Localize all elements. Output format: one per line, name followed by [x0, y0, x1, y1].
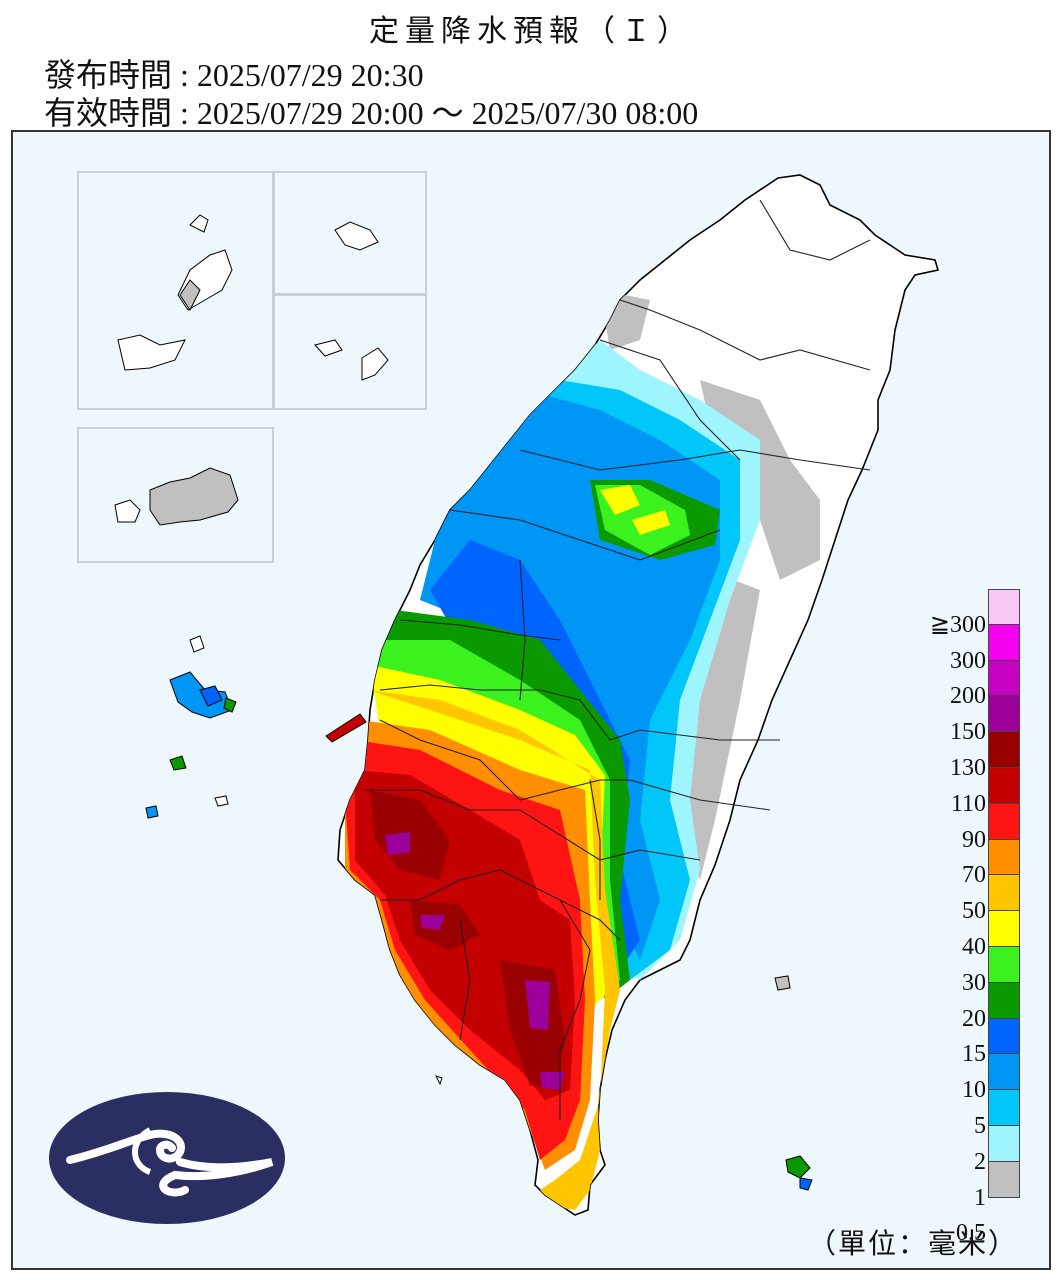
issue-time: 發布時間 : 2025/07/29 20:30: [44, 57, 424, 93]
penghu-islands: [145, 635, 237, 819]
rainfall-shading: [345, 290, 820, 1210]
legend-tick-label: ≧300: [929, 611, 986, 638]
legend-tick-label: 5: [974, 1113, 986, 1139]
legend-swatch: [988, 767, 1020, 804]
legend-tick-label: 130: [950, 755, 986, 781]
legend-tick-label: 15: [962, 1041, 986, 1068]
legend-swatch: [988, 1125, 1020, 1162]
legend-swatch: [988, 803, 1020, 840]
legend-swatch: [988, 839, 1020, 876]
inset-panels: [77, 171, 427, 563]
legend-tick-label: 50: [962, 898, 986, 925]
legend-swatch: [988, 946, 1020, 983]
legend-tick-label: 2: [974, 1148, 986, 1175]
legend-tick-label: 0.5: [956, 1220, 986, 1247]
map-title: 定量降水預報（Ｉ）: [369, 14, 693, 49]
legend-tick-label: 1: [974, 1184, 986, 1211]
legend-swatch: [988, 1054, 1020, 1091]
legend-swatch: [988, 1161, 1020, 1198]
legend-tick-label: 70: [962, 862, 986, 889]
county-boundaries: [365, 199, 871, 1120]
legend-swatch: [988, 696, 1020, 733]
legend-swatch: [988, 732, 1020, 768]
legend-swatch: [988, 1090, 1020, 1126]
legend-swatch: [988, 982, 1020, 1019]
legend-tick-label: 200: [950, 683, 986, 710]
legend-swatch: [988, 624, 1020, 661]
orchid-island: [774, 975, 813, 1191]
matsu-islands: [117, 214, 389, 381]
legend-tick-label: 20: [962, 1005, 986, 1032]
unit-label: （單位：毫米）: [808, 1227, 1019, 1260]
legend-swatch: [988, 1018, 1020, 1055]
legend-swatch: [988, 589, 1020, 625]
legend-tick-label: 40: [962, 934, 986, 960]
legend-swatch: [988, 911, 1020, 947]
legend-tick-label: 30: [962, 969, 986, 996]
kinmen-island: [114, 467, 239, 526]
central-weather-administration-logo: [49, 1092, 285, 1224]
legend-tick-label: 10: [962, 1077, 986, 1104]
valid-time: 有效時間 : 2025/07/29 20:00 ～ 2025/07/30 08:…: [44, 95, 699, 131]
legend-swatch: [988, 660, 1020, 697]
legend-swatch: [988, 875, 1020, 912]
legend-tick-label: 150: [950, 719, 986, 746]
legend-tick-label: 300: [950, 647, 986, 674]
rainfall-legend: [988, 589, 1022, 1198]
legend-tick-label: 90: [962, 826, 986, 853]
legend-tick-label: 110: [950, 790, 986, 817]
